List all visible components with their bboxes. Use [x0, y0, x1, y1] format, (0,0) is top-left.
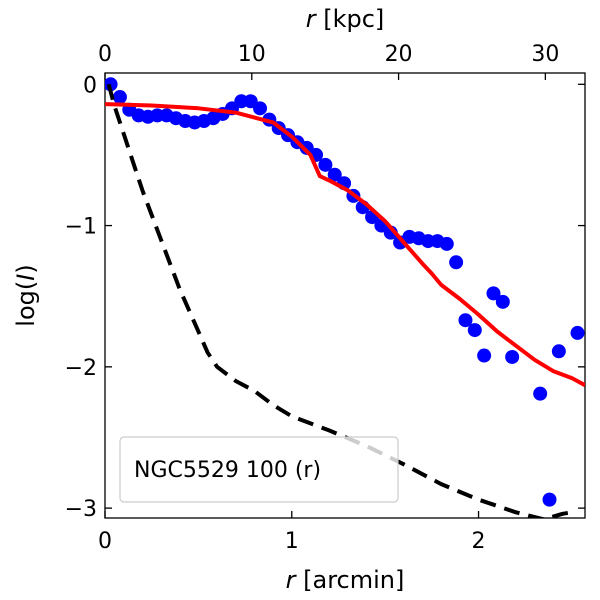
axis-tick-labels: 0 1 20 10 20 300−1−2−3	[65, 42, 560, 554]
axis-label-part: [kpc]	[316, 5, 385, 33]
top-x-tick-label: 30	[531, 42, 559, 67]
axis-label-part: r	[306, 5, 318, 33]
y-tick-label: 0	[83, 73, 97, 98]
legend-label: NGC5529 100 (r)	[134, 458, 321, 483]
top-x-tick-label: 20	[385, 42, 413, 67]
y-axis-label: log(I)	[12, 264, 40, 326]
top-x-tick-label: 10	[238, 42, 266, 67]
plot-series	[105, 77, 585, 518]
data-point	[533, 386, 548, 401]
data-point	[495, 294, 510, 309]
data-point	[449, 255, 464, 270]
data-point	[112, 90, 127, 105]
model-profile-line	[105, 102, 585, 387]
data-point	[505, 349, 520, 364]
axis-label-part: )	[12, 264, 40, 273]
y-tick-label: −1	[65, 215, 97, 240]
x-axis-label: r [arcmin]	[286, 566, 405, 594]
psf-profile-line	[106, 83, 576, 518]
data-point	[253, 101, 268, 116]
axis-ticks	[104, 73, 585, 518]
legend-box	[119, 436, 399, 503]
data-point	[551, 344, 566, 359]
data-point	[439, 236, 454, 251]
data-point	[570, 325, 585, 340]
top-axis-label: r [kpc]	[306, 5, 385, 33]
data-point	[477, 348, 492, 363]
x-tick-label: 2	[472, 529, 486, 554]
data-point	[318, 157, 333, 172]
x-tick-label: 1	[285, 529, 299, 554]
data-point	[542, 492, 557, 507]
plot-frame	[104, 72, 586, 519]
data-point	[486, 286, 501, 301]
plot-content	[105, 77, 585, 518]
legend: NGC5529 100 (r)	[119, 436, 399, 503]
axis-label-part: log(	[12, 281, 40, 327]
y-tick-label: −2	[65, 356, 97, 381]
top-x-tick-label: 0	[98, 42, 112, 67]
axis-label-part: [arcmin]	[296, 566, 405, 594]
axis-label-part: r	[286, 566, 298, 594]
y-tick-label: −3	[65, 497, 97, 522]
axis-label-part: I	[12, 274, 40, 281]
x-tick-label: 0	[98, 529, 112, 554]
data-point	[327, 167, 342, 182]
data-point	[458, 313, 473, 328]
data-point	[467, 323, 482, 338]
